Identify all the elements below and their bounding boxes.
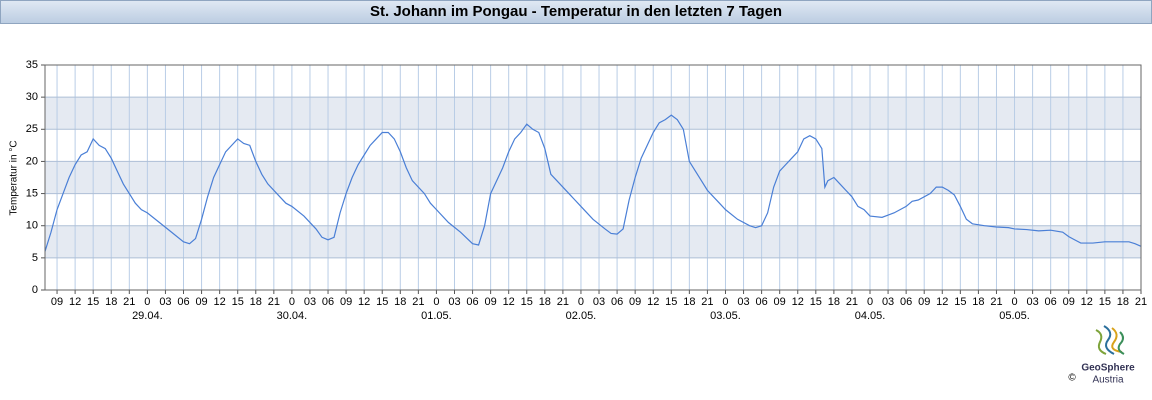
x-date-label: 02.05. [566, 310, 597, 322]
x-tick-label: 21 [990, 296, 1002, 308]
x-tick-label: 12 [792, 296, 804, 308]
plot-border [44, 64, 1142, 291]
y-tick-label: 25 [26, 123, 38, 135]
x-tick-label: 15 [521, 296, 533, 308]
x-tick-label: 09 [51, 296, 63, 308]
x-tick-label: 09 [340, 296, 352, 308]
x-tick-label: 03 [593, 296, 605, 308]
x-tick-label: 15 [665, 296, 677, 308]
y-tick-label: 0 [32, 284, 38, 296]
x-tick-label: 09 [195, 296, 207, 308]
x-tick-label: 09 [774, 296, 786, 308]
x-tick-label: 15 [1099, 296, 1111, 308]
x-tick-label: 18 [1117, 296, 1129, 308]
x-tick-label: 06 [900, 296, 912, 308]
x-tick-label: 18 [539, 296, 551, 308]
x-tick-label: 0 [578, 296, 584, 308]
x-tick-label: 03 [1026, 296, 1038, 308]
logo-icon [1095, 325, 1125, 355]
x-date-label: 30.04. [277, 310, 308, 322]
x-tick-label: 09 [485, 296, 497, 308]
x-tick-label: 09 [918, 296, 930, 308]
y-tick-label: 10 [26, 220, 38, 232]
x-tick-label: 15 [376, 296, 388, 308]
x-tick-label: 06 [1045, 296, 1057, 308]
x-tick-label: 0 [289, 296, 295, 308]
x-tick-label: 18 [250, 296, 262, 308]
y-axis-label: Temperatur in °C [9, 140, 20, 215]
x-tick-label: 12 [69, 296, 81, 308]
x-tick-label: 21 [123, 296, 135, 308]
x-tick-label: 21 [1135, 296, 1147, 308]
x-tick-label: 21 [412, 296, 424, 308]
x-tick-label: 0 [433, 296, 439, 308]
x-tick-label: 0 [722, 296, 728, 308]
x-tick-label: 06 [755, 296, 767, 308]
x-tick-label: 21 [557, 296, 569, 308]
x-tick-label: 09 [629, 296, 641, 308]
x-tick-label: 06 [322, 296, 334, 308]
x-tick-label: 21 [268, 296, 280, 308]
x-tick-label: 03 [448, 296, 460, 308]
chart-title: St. Johann im Pongau - Temperatur in den… [0, 0, 1152, 24]
x-date-label: 29.04. [132, 310, 163, 322]
y-tick-label: 5 [32, 252, 38, 264]
x-tick-label: 09 [1063, 296, 1075, 308]
x-tick-label: 0 [144, 296, 150, 308]
x-tick-label: 03 [737, 296, 749, 308]
x-tick-label: 0 [867, 296, 873, 308]
x-tick-label: 18 [394, 296, 406, 308]
x-tick-label: 15 [87, 296, 99, 308]
temperature-line [44, 114, 1142, 252]
y-tick-label: 35 [26, 59, 38, 71]
x-tick-label: 15 [954, 296, 966, 308]
x-date-label: 03.05. [710, 310, 741, 322]
x-date-label: 04.05. [855, 310, 886, 322]
grid-band [45, 161, 1141, 194]
x-tick-label: 03 [159, 296, 171, 308]
x-tick-label: 15 [810, 296, 822, 308]
x-tick-label: 12 [358, 296, 370, 308]
y-tick-label: 30 [26, 91, 38, 103]
x-tick-label: 21 [846, 296, 858, 308]
grid-band [45, 97, 1141, 130]
x-date-label: 05.05. [999, 310, 1030, 322]
x-tick-label: 12 [1081, 296, 1093, 308]
logo-name: GeoSphere [1081, 363, 1135, 374]
x-tick-label: 18 [972, 296, 984, 308]
x-tick-label: 18 [105, 296, 117, 308]
x-tick-label: 18 [683, 296, 695, 308]
x-date-label: 01.05. [421, 310, 452, 322]
x-tick-label: 06 [611, 296, 623, 308]
x-tick-label: 03 [882, 296, 894, 308]
x-tick-label: 06 [466, 296, 478, 308]
x-tick-label: 06 [177, 296, 189, 308]
x-tick-label: 12 [647, 296, 659, 308]
x-tick-label: 12 [936, 296, 948, 308]
x-tick-label: 12 [503, 296, 515, 308]
logo-sub: Austria [1092, 375, 1124, 386]
x-tick-label: 12 [214, 296, 226, 308]
x-tick-label: 21 [701, 296, 713, 308]
x-tick-label: 0 [1011, 296, 1017, 308]
y-tick-label: 20 [26, 155, 38, 167]
x-tick-label: 03 [304, 296, 316, 308]
copyright: © [1068, 373, 1076, 384]
y-tick-label: 15 [26, 187, 38, 199]
x-tick-label: 18 [828, 296, 840, 308]
x-tick-label: 15 [232, 296, 244, 308]
grid-band [45, 225, 1141, 258]
